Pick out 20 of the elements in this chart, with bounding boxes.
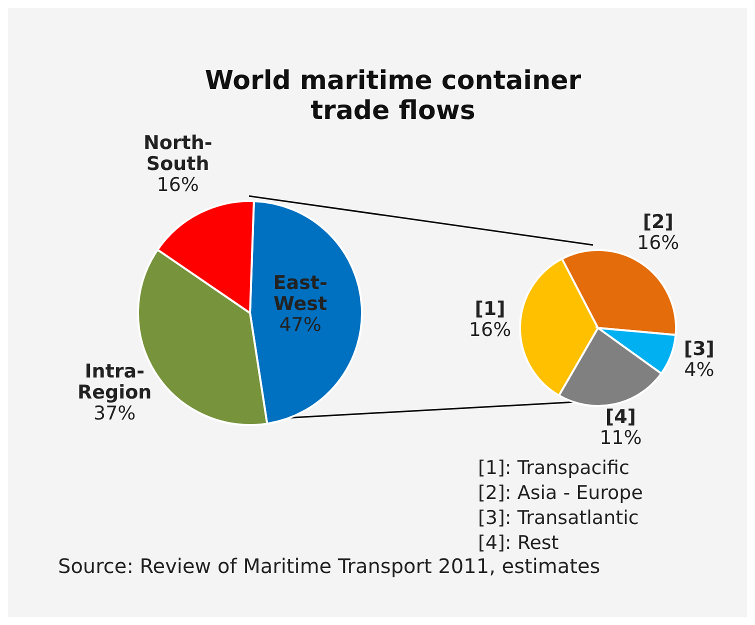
slice-label: [3] <box>684 338 715 360</box>
slice-label: [1] <box>474 298 506 320</box>
slice-label: East-West <box>273 272 328 316</box>
slice-label: [4] <box>605 406 636 428</box>
slice-label: North-South <box>143 132 212 176</box>
data-label: 4% <box>684 359 714 382</box>
text: [1]: Transpacific <box>478 456 630 481</box>
text: [2]: Asia - Europe <box>478 481 643 506</box>
data-label: 11% <box>600 427 642 450</box>
text: [3]: Transatlantic <box>478 506 640 531</box>
text: [4]: Rest <box>478 531 560 556</box>
source-note: Source: Review of Maritime Transport 2011, estimates <box>58 553 602 579</box>
slice-label: [2] <box>642 210 674 233</box>
chart-title: World maritime container trade flows <box>204 66 582 126</box>
data-label: 47% <box>279 314 322 336</box>
data-label: 16% <box>468 319 512 342</box>
data-label: 16% <box>156 174 199 196</box>
data-label: 16% <box>637 232 680 254</box>
slice-label: Intra-Region <box>78 360 152 404</box>
data-label: 37% <box>93 402 136 424</box>
